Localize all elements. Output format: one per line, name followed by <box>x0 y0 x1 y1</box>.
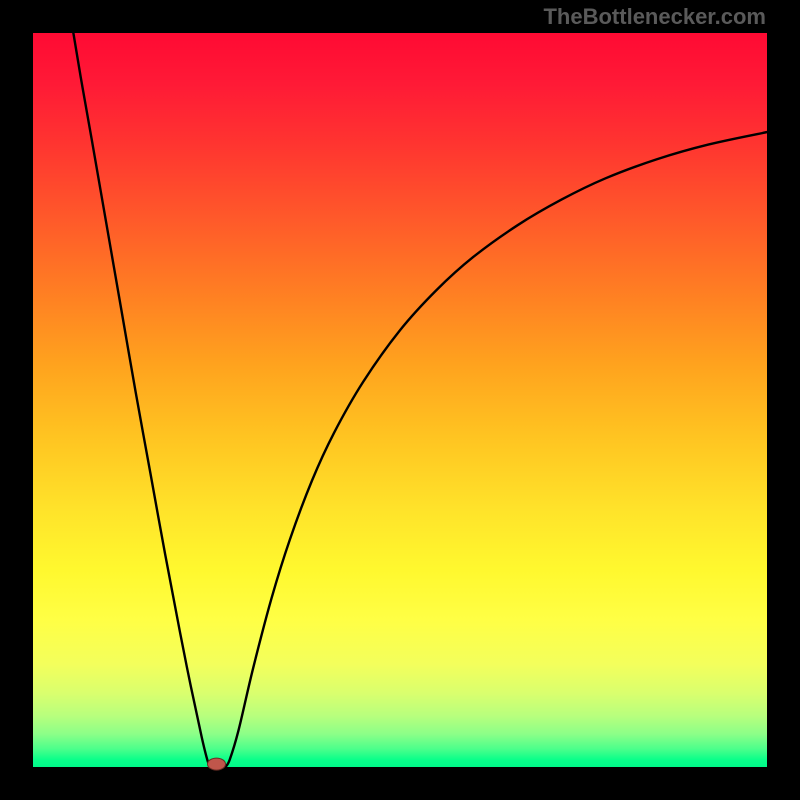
min-marker <box>208 758 226 770</box>
curve-left-line <box>73 33 210 767</box>
chart-canvas: TheBottlenecker.com <box>0 0 800 800</box>
watermark-text: TheBottlenecker.com <box>543 4 766 30</box>
curve-layer <box>33 33 767 767</box>
curve-right-line <box>225 132 767 767</box>
plot-area <box>33 33 767 767</box>
